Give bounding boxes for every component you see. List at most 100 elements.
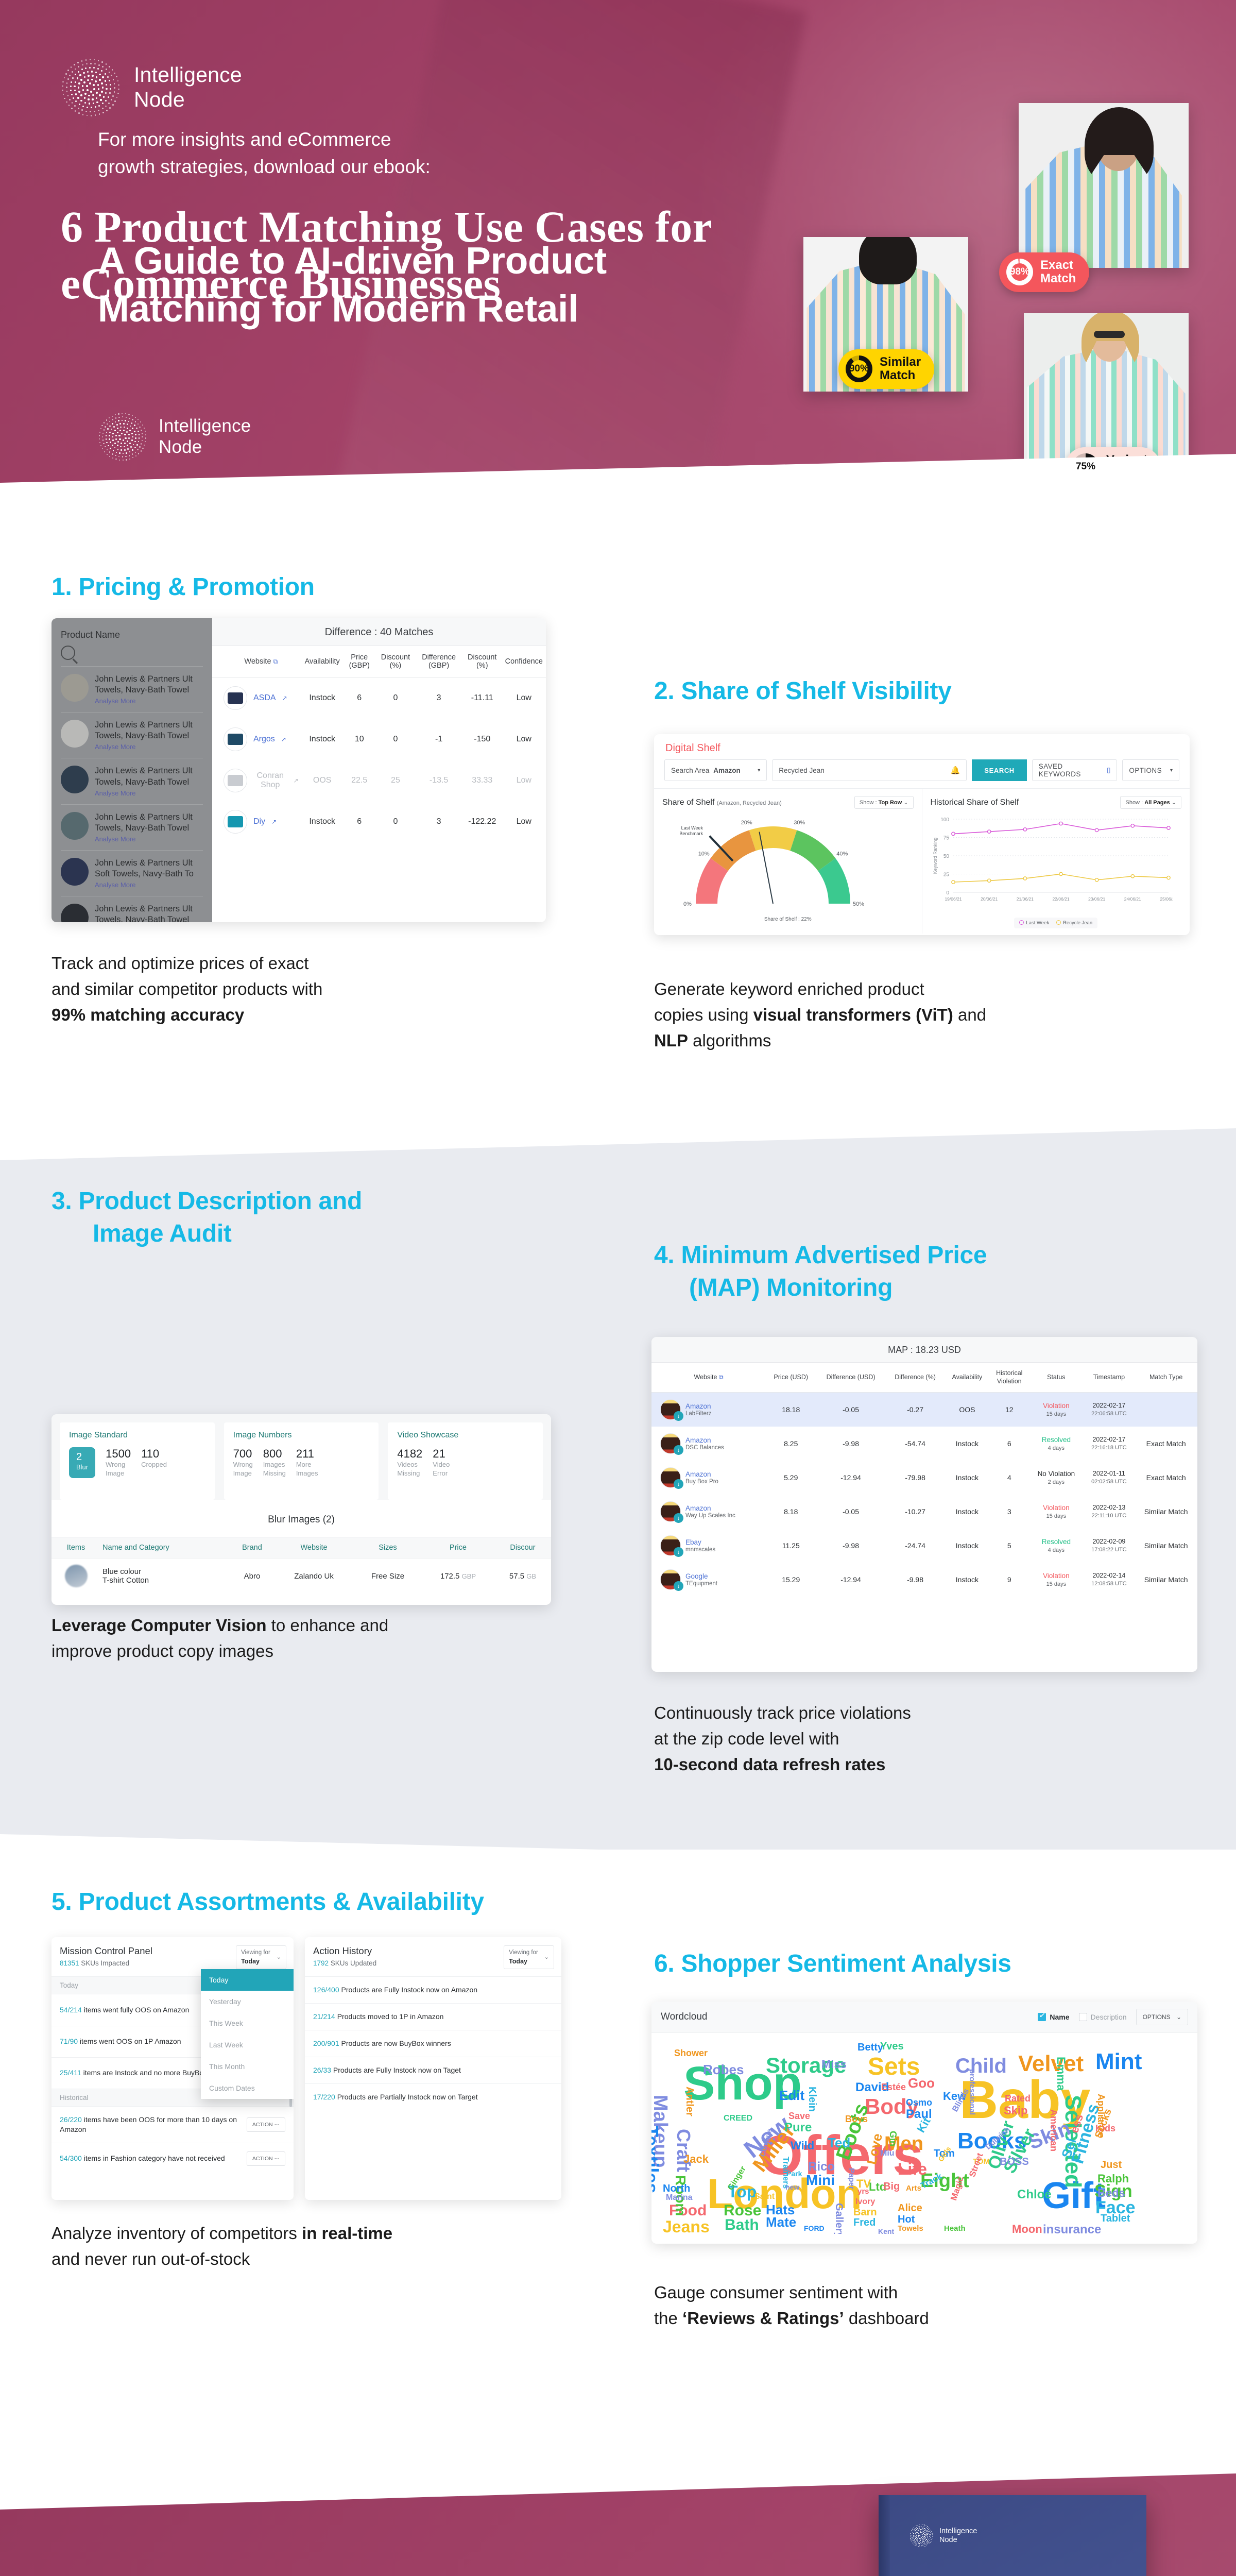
column-header[interactable]: Discour — [494, 1537, 551, 1558]
wordcloud-word[interactable]: Jack — [683, 2153, 709, 2165]
viewing-for-dropdown[interactable]: Today Yesterday This Week Last Week This Mon… — [201, 1969, 294, 2099]
wordcloud-word[interactable]: Ted — [828, 2135, 851, 2150]
download-icon[interactable]: ↓ — [674, 1547, 683, 1557]
wordcloud-word[interactable]: Baby — [959, 2070, 1091, 2130]
wordcloud-word[interactable]: Ivory — [855, 2197, 876, 2206]
wordcloud-word[interactable]: CREED — [724, 2114, 753, 2123]
wordcloud-word[interactable]: Top — [728, 2182, 757, 2201]
keyword-input[interactable]: Recycled Jean 🔔 — [772, 759, 967, 781]
dropdown-option[interactable]: This Week — [209, 2019, 243, 2027]
wordcloud-word[interactable]: Paul — [906, 2107, 932, 2121]
wordcloud-word[interactable]: Alice — [898, 2202, 922, 2214]
product-list-item[interactable]: John Lewis & Partners Ult Towels, Navy-B… — [61, 804, 203, 850]
search-icon[interactable] — [61, 646, 75, 660]
website-link[interactable]: Ebay — [685, 1538, 701, 1547]
product-list-item[interactable]: John Lewis & Partners Ult Towels, Navy-B… — [61, 712, 203, 758]
wordcloud-word[interactable]: Beds — [1097, 2187, 1125, 2199]
dropdown-option[interactable]: Yesterday — [209, 1997, 241, 2006]
column-header[interactable]: Discount (%) — [462, 646, 502, 677]
column-header[interactable]: Items — [52, 1537, 101, 1558]
product-list-item[interactable]: John Lewis & Partners Ult Soft Towels, N… — [61, 850, 203, 896]
wordcloud-word[interactable]: Sets — [868, 2053, 920, 2080]
wordcloud-word[interactable]: Men — [884, 2133, 923, 2155]
column-header[interactable]: Name and Category — [100, 1537, 230, 1558]
legend-item[interactable]: Last Week — [1019, 920, 1049, 926]
wordcloud-word[interactable]: Kent — [878, 2227, 895, 2234]
analyse-more-link[interactable]: Analyse More — [95, 743, 136, 751]
wordcloud-word[interactable]: Miu — [880, 2149, 895, 2158]
website-link[interactable]: Amazon — [685, 1402, 711, 1411]
wordcloud-word[interactable]: Save — [788, 2111, 811, 2121]
product-list-item[interactable]: John Lewis & Partners Ult Towels, Navy-B… — [61, 758, 203, 804]
column-header[interactable]: Brand — [230, 1537, 274, 1558]
wordcloud-word[interactable]: Books — [957, 2128, 1027, 2154]
dropdown-option[interactable]: This Month — [209, 2062, 245, 2071]
wordcloud-word[interactable]: Boys — [845, 2114, 868, 2124]
wordcloud-word[interactable]: Towels — [898, 2224, 923, 2233]
dropdown-option[interactable]: Custom Dates — [209, 2084, 255, 2092]
wordcloud-word[interactable]: TV — [856, 2177, 871, 2190]
wordcloud-word[interactable]: Eight — [920, 2170, 969, 2192]
column-header[interactable]: Website ⧉ — [651, 1362, 766, 1393]
wordcloud-word[interactable]: Antler — [684, 2087, 695, 2116]
viewing-for-select-1[interactable]: Viewing for Today ⌄ — [236, 1945, 286, 1970]
bell-icon[interactable]: 🔔 — [950, 766, 960, 775]
wordcloud-word[interactable]: Rated — [1005, 2093, 1031, 2104]
wordcloud-word[interactable]: David — [855, 2080, 889, 2094]
column-header[interactable]: Difference (USD) — [816, 1362, 886, 1393]
wordcloud-word[interactable]: Hot — [898, 2214, 915, 2225]
wordcloud-word[interactable]: Kew — [943, 2090, 967, 2103]
wordcloud-word[interactable]: yrs — [857, 2187, 869, 2196]
wordcloud-word[interactable]: Paper — [847, 2168, 856, 2190]
wordcloud-word[interactable]: FORD — [804, 2224, 825, 2232]
dropdown-option[interactable]: Last Week — [209, 2041, 243, 2049]
wordcloud-word[interactable]: Storage — [766, 2053, 847, 2077]
wordcloud-word[interactable]: Shower — [674, 2048, 708, 2058]
column-header[interactable]: Sizes — [353, 1537, 422, 1558]
options-button[interactable]: OPTIONS ▾ — [1122, 759, 1180, 781]
wordcloud-word[interactable]: Ltd — [869, 2180, 887, 2193]
wordcloud-word[interactable]: Marina — [666, 2193, 693, 2202]
wordcloud-word[interactable]: Klein — [806, 2087, 818, 2112]
column-header[interactable]: Availability — [945, 1362, 990, 1393]
wordcloud-word[interactable]: Heath — [944, 2224, 966, 2233]
website-link[interactable]: Diy — [253, 817, 266, 826]
wordcloud-word[interactable]: Robes — [703, 2062, 744, 2077]
wordcloud-word[interactable]: Mate — [766, 2214, 797, 2230]
wordcloud-word[interactable]: Gin — [888, 2131, 898, 2146]
wordcloud-options-button[interactable]: OPTIONS ⌄ — [1136, 2009, 1188, 2025]
wordcloud-word[interactable]: Fred — [853, 2217, 876, 2228]
search-area-select[interactable]: Search Area Amazon ▾ — [664, 759, 767, 781]
saved-keywords-button[interactable]: SAVED KEYWORDS ▯ — [1032, 759, 1118, 781]
wordcloud-word[interactable]: Face — [1095, 2198, 1136, 2217]
download-icon[interactable]: ↓ — [674, 1581, 683, 1591]
wordcloud-word[interactable]: Food — [669, 2202, 707, 2219]
wordcloud-word[interactable]: Pure — [784, 2121, 812, 2134]
wordcloud-word[interactable]: Craft — [673, 2129, 694, 2173]
website-link[interactable]: Google — [685, 1572, 708, 1581]
audit-chip-blur[interactable]: 2 Blur — [69, 1447, 96, 1478]
dropdown-option[interactable]: Today — [201, 1969, 294, 1991]
analyse-more-link[interactable]: Analyse More — [95, 789, 136, 797]
wordcloud-word[interactable]: Body — [865, 2094, 919, 2119]
wordcloud-word[interactable]: Emma — [1055, 2057, 1068, 2091]
download-icon[interactable]: ↓ — [674, 1513, 683, 1523]
column-header[interactable]: Historical Violation — [989, 1362, 1029, 1393]
wordcloud-word[interactable]: Rose — [724, 2202, 762, 2219]
website-link[interactable]: Conran Shop — [256, 771, 284, 789]
wordcloud-word[interactable]: TOM — [973, 2157, 990, 2166]
website-link[interactable]: Argos — [253, 735, 275, 743]
wordcloud-word[interactable]: Tablet — [1101, 2213, 1130, 2224]
wordcloud-word[interactable]: Wild — [791, 2139, 815, 2152]
column-header[interactable]: Difference (%) — [885, 1362, 945, 1393]
wordcloud-word[interactable]: Textiles — [651, 2126, 662, 2194]
website-link[interactable]: Amazon — [685, 1504, 711, 1513]
wordcloud-word[interactable]: Goo — [908, 2075, 935, 2091]
column-header[interactable]: Availability — [301, 646, 343, 677]
wordcloud-word[interactable]: Gift — [1042, 2175, 1106, 2216]
wordcloud-word[interactable]: Appliance — [1096, 2094, 1106, 2139]
wordcloud-word[interactable]: Shop — [683, 2057, 802, 2110]
column-header[interactable]: Website ⧉ — [212, 646, 302, 677]
legend-item[interactable]: Recycle Jean — [1056, 920, 1092, 926]
search-button[interactable]: SEARCH — [972, 759, 1027, 781]
